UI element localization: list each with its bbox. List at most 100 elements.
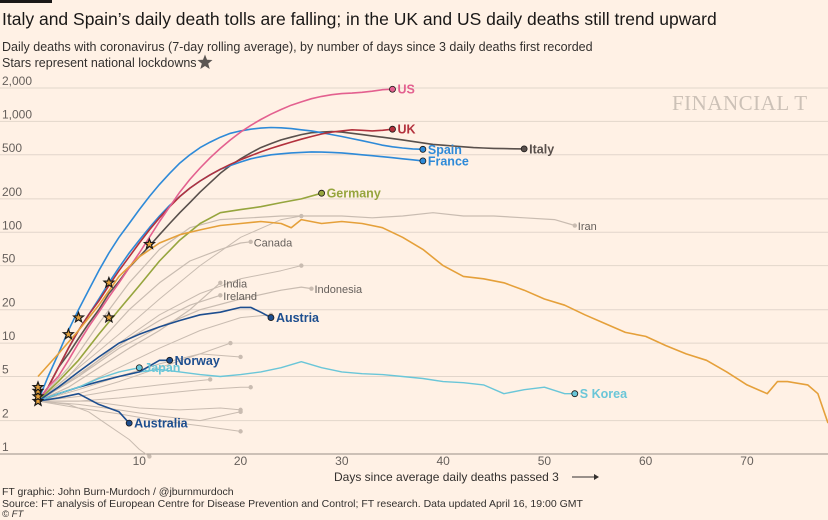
series-line-uk — [37, 128, 393, 402]
series-line — [38, 400, 241, 411]
series-line-japan — [37, 367, 140, 402]
x-tick-label: 10 — [133, 454, 147, 468]
series-label: Indonesia — [314, 284, 363, 296]
chart-subtitle: Daily deaths with coronavirus (7-day rol… — [2, 40, 593, 54]
y-axis-ticks: 1 2 5 10 20 50 100 200 500 1,000 2,000 — [2, 74, 32, 454]
series-line-france — [37, 151, 423, 402]
series-lines — [37, 85, 828, 459]
series-endpoint — [419, 157, 427, 165]
ft-watermark: FINANCIAL T — [672, 91, 808, 115]
series-endpoint — [135, 364, 143, 372]
series-line — [37, 265, 302, 402]
series-line-spain — [37, 126, 423, 402]
series-label: France — [428, 154, 469, 168]
series-endpoint — [419, 145, 427, 153]
series-line-india — [37, 282, 221, 402]
series-line-germany — [37, 192, 322, 402]
series-endpoint — [571, 390, 579, 398]
lockdown-star — [31, 384, 45, 397]
series-endpoint — [218, 280, 223, 286]
series-endpoint — [207, 377, 213, 382]
series-line-australia — [37, 392, 130, 424]
series-label: Japan — [144, 361, 180, 375]
series-label: Italy — [529, 142, 554, 156]
y-tick-label: 200 — [2, 185, 22, 199]
y-tick-label: 500 — [2, 141, 22, 155]
series-line — [37, 400, 241, 422]
series-endpoint — [218, 293, 223, 298]
y-tick-label: 5 — [2, 363, 9, 377]
series-line — [37, 400, 241, 432]
lockdown-note: Stars represent national lockdowns — [2, 56, 197, 70]
lockdown-markers — [31, 237, 157, 407]
series-endpoint — [389, 125, 396, 133]
grid-lines — [0, 87, 828, 455]
series-label: India — [223, 278, 248, 290]
series-endpoint — [389, 85, 396, 93]
series-label: Australia — [134, 417, 189, 431]
chart-title: Italy and Spain’s daily death tolls are … — [2, 9, 717, 29]
series-line-italy — [37, 130, 525, 402]
series-line-indonesia — [37, 286, 312, 402]
series-endpoint — [299, 213, 304, 219]
series-line — [37, 400, 150, 457]
x-tick-label: 40 — [436, 454, 450, 468]
x-tick-label: 50 — [538, 454, 552, 468]
series-label: Germany — [327, 187, 381, 201]
series-label: Ireland — [223, 291, 257, 303]
series-endpoint — [238, 429, 243, 434]
footer-source: Source: FT analysis of European Centre f… — [2, 498, 583, 510]
series-line — [37, 379, 211, 402]
lockdown-star — [102, 275, 116, 289]
series-label: Iran — [578, 221, 597, 233]
y-tick-label: 100 — [2, 218, 22, 232]
x-tick-label: 70 — [740, 454, 754, 468]
series-label: Norway — [175, 354, 220, 368]
lockdown-star — [31, 380, 45, 393]
series-endpoint — [228, 340, 233, 346]
series-endpoint — [267, 314, 275, 321]
series-label: Austria — [276, 311, 320, 325]
series-endpoint — [572, 223, 577, 228]
series-label: UK — [397, 123, 415, 137]
lockdown-star-icon — [197, 54, 213, 69]
series-endpoint — [166, 356, 174, 364]
lockdown-star — [142, 237, 157, 250]
y-tick-label: 2,000 — [2, 74, 32, 88]
footer-copyright: © FT — [2, 509, 24, 520]
y-tick-label: 50 — [2, 252, 16, 266]
series-line-austria — [37, 306, 272, 402]
series-endpoint — [125, 419, 133, 427]
y-tick-label: 20 — [2, 296, 16, 310]
x-axis-arrow-icon — [572, 474, 599, 480]
y-tick-label: 1,000 — [2, 107, 32, 121]
y-tick-label: 10 — [2, 329, 16, 343]
y-tick-label: 2 — [2, 407, 9, 421]
series-line-us — [37, 88, 393, 402]
series-endpoint — [520, 145, 528, 153]
y-tick-label: 1 — [2, 440, 9, 454]
series-endpoint — [238, 409, 243, 415]
series-endpoint — [309, 286, 314, 291]
x-tick-label: 30 — [335, 454, 349, 468]
lockdown-star — [31, 394, 45, 407]
series-label: Spain — [428, 143, 462, 157]
header-rule — [0, 0, 52, 3]
x-tick-label: 20 — [234, 454, 248, 468]
x-axis-label: Days since average daily deaths passed 3 — [334, 470, 559, 484]
series-endpoint — [248, 239, 253, 245]
series-label: US — [397, 83, 414, 97]
lockdown-star — [61, 327, 75, 341]
footer-credit: FT graphic: John Burn-Murdoch / @jburnmu… — [2, 486, 234, 498]
x-tick-label: 60 — [639, 454, 653, 468]
series-line-canada — [37, 241, 251, 402]
lockdown-star — [102, 310, 116, 324]
series-label: Canada — [254, 237, 293, 249]
lockdown-star — [72, 310, 86, 324]
lockdown-star — [31, 389, 45, 403]
series-endpoint — [147, 454, 152, 459]
series-line — [37, 218, 828, 424]
x-axis-ticks: 10 20 30 40 50 60 70 — [133, 454, 754, 468]
series-label: S Korea — [580, 387, 628, 401]
